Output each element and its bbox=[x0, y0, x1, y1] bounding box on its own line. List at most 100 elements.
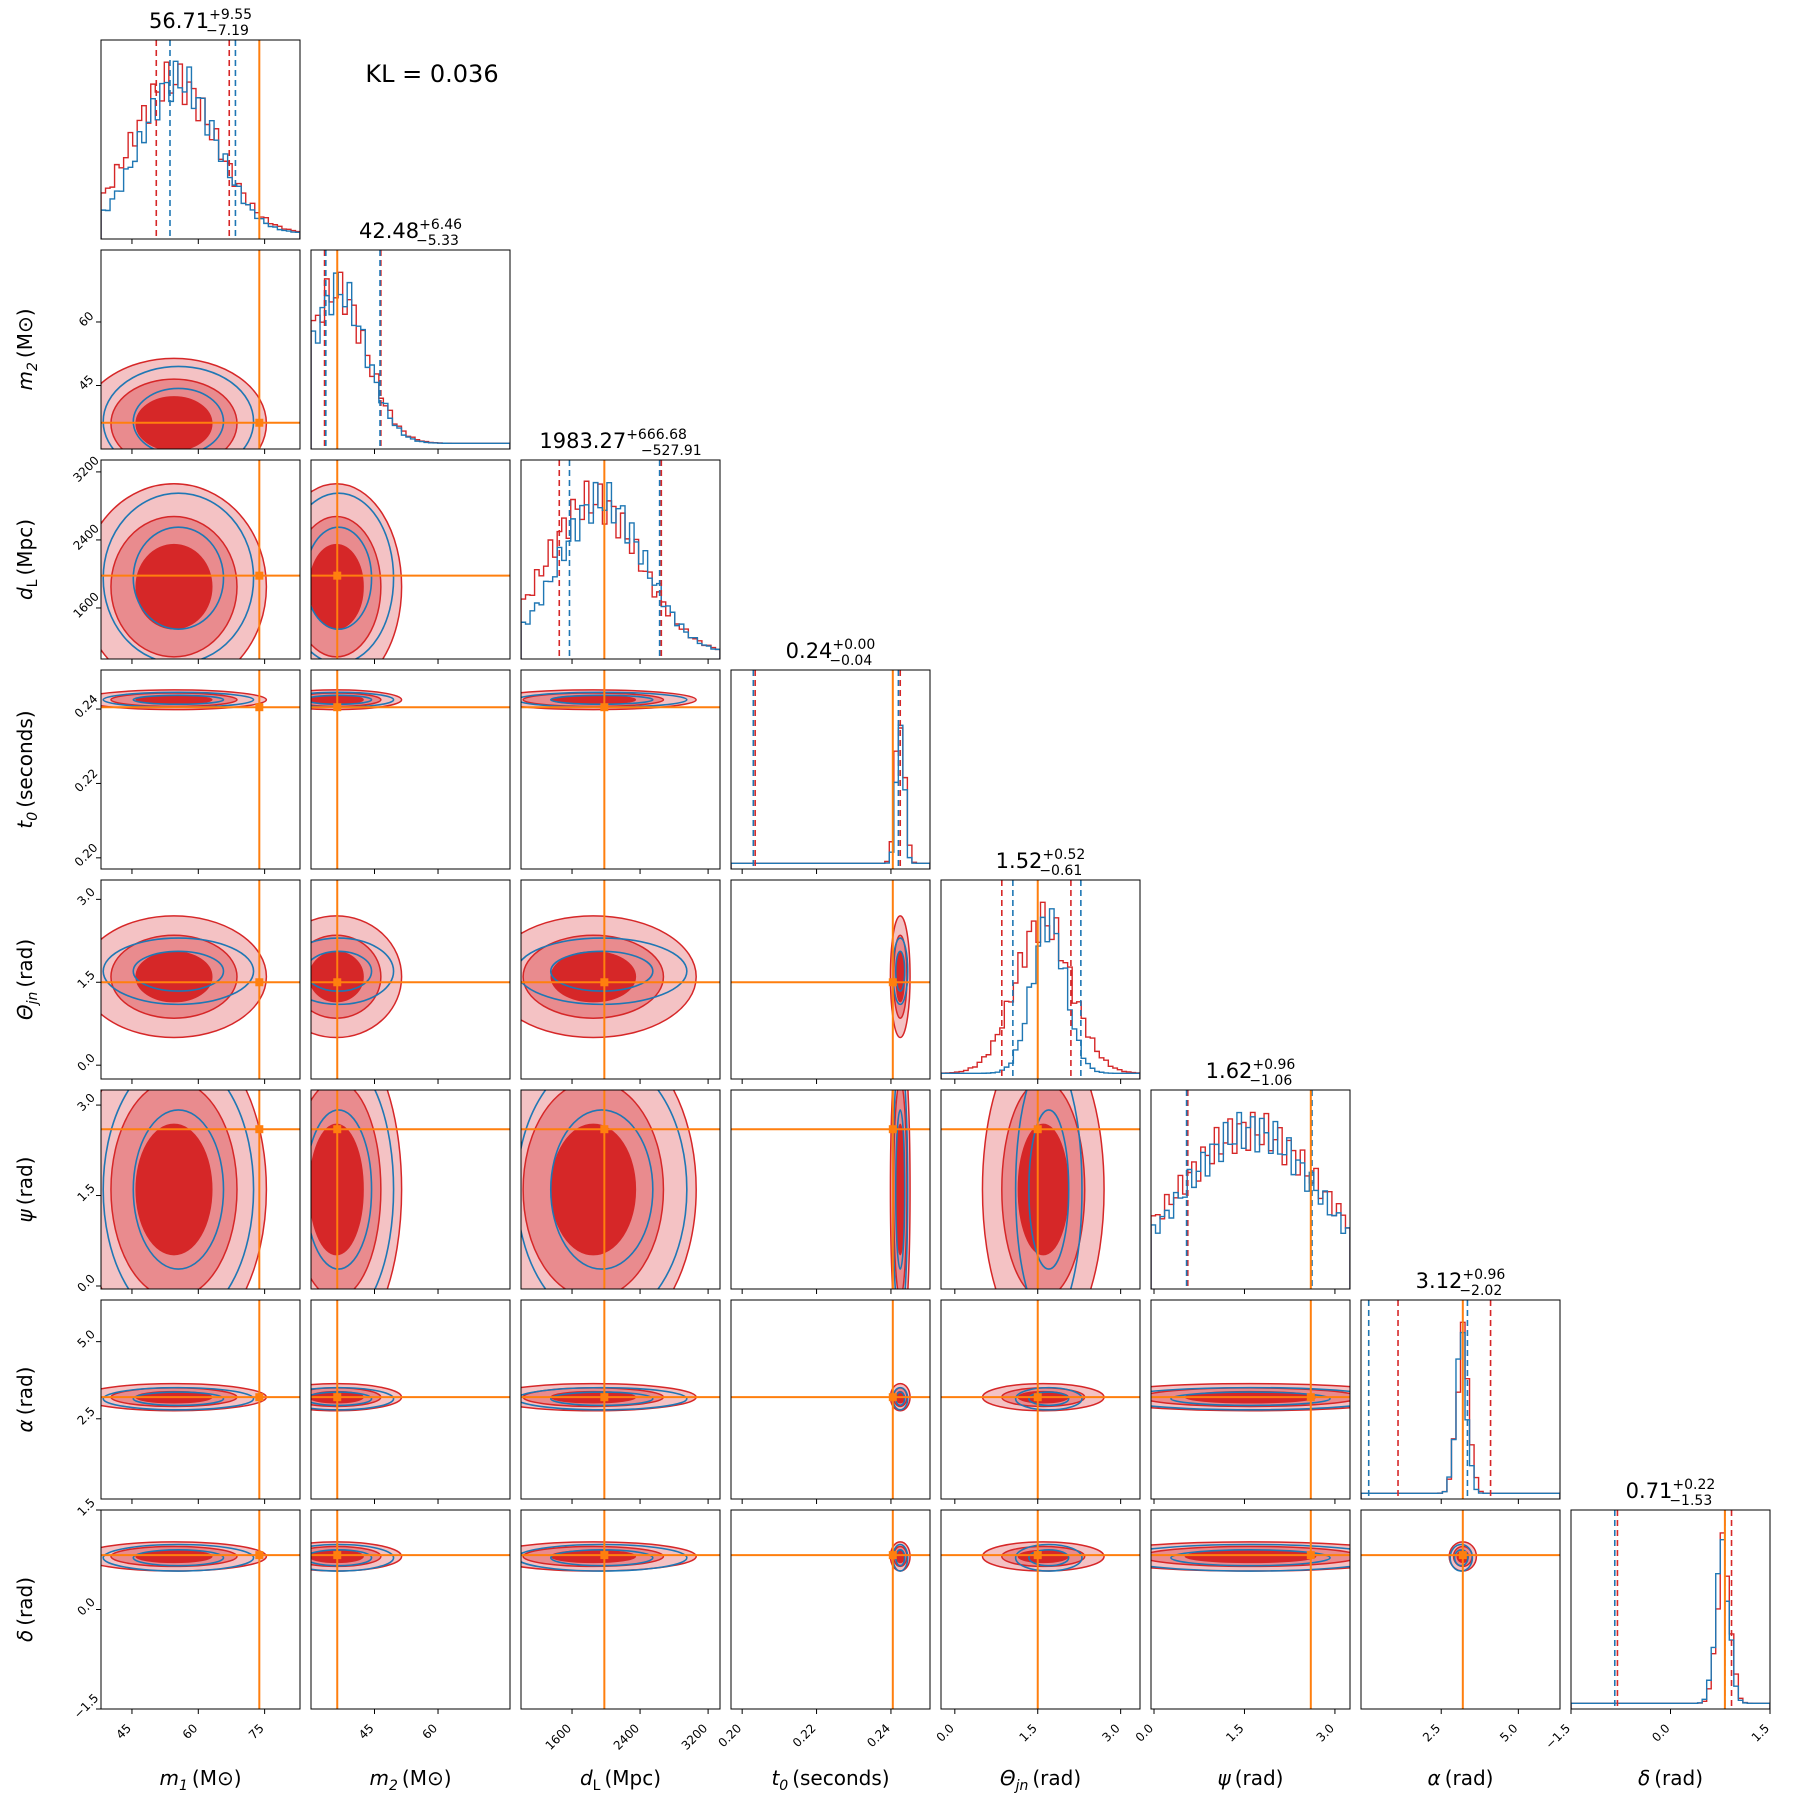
ytick-label-delta-2: 1.5 bbox=[74, 1495, 97, 1518]
xtick-label-m1-0: 45 bbox=[113, 1721, 134, 1742]
ylabel-dL: dL(Mpc) bbox=[13, 519, 41, 600]
histogram-b-m1 bbox=[101, 60, 300, 239]
contour-b-psi-m2-0 bbox=[374, 1090, 395, 1289]
contour-b-alpha-dL-0 bbox=[521, 1386, 688, 1411]
xlabel-t0: t0 (seconds) bbox=[771, 1766, 889, 1794]
panel-frame-delta-m1 bbox=[100, 1509, 301, 1710]
contour-b-psi-thetajn-1 bbox=[1028, 1109, 1070, 1270]
panel-frame-m2-m1 bbox=[100, 249, 301, 450]
ytick-label-delta-1: 0.0 bbox=[74, 1595, 97, 1618]
xtick-label-thetajn-0: 0.0 bbox=[934, 1721, 957, 1744]
truth-marker-delta-thetajn bbox=[1033, 1551, 1042, 1560]
xlabel-thetajn: Θjn (rad) bbox=[1000, 1766, 1081, 1794]
panel-frame-t0-m1 bbox=[100, 669, 301, 870]
histogram-b-dL bbox=[521, 481, 720, 659]
panel-frame-alpha-m1 bbox=[100, 1299, 301, 1500]
truth-marker-t0-m2 bbox=[333, 703, 342, 712]
ytick-label-thetajn-0: 0.0 bbox=[74, 1051, 97, 1074]
panel-frame-delta-thetajn bbox=[940, 1509, 1141, 1710]
xtick-label-m1-1: 60 bbox=[180, 1721, 201, 1742]
histogram-a-t0 bbox=[731, 727, 930, 869]
histogram-b-alpha bbox=[1361, 1331, 1560, 1499]
ylabel-alpha: α(rad) bbox=[13, 1367, 37, 1433]
panel-frame-alpha-thetajn bbox=[940, 1299, 1141, 1500]
histogram-b-t0 bbox=[731, 724, 930, 869]
ytick-label-alpha-1: 5.0 bbox=[74, 1327, 97, 1350]
xlabel-m2: m2 (M⊙) bbox=[369, 1766, 451, 1794]
histogram-a-delta bbox=[1571, 1532, 1770, 1709]
ylabel-m2: m2(M⊙) bbox=[13, 308, 41, 390]
xlabel-m1: m1 (M⊙) bbox=[159, 1766, 241, 1794]
ytick-label-m2-0: 45 bbox=[76, 372, 97, 393]
xtick-label-m1-2: 75 bbox=[246, 1721, 267, 1742]
panel-frame-alpha-dL bbox=[520, 1299, 721, 1500]
contour-b-alpha-psi-1 bbox=[1170, 1391, 1331, 1407]
truth-lines-layer bbox=[101, 40, 1726, 1709]
truth-marker-alpha-t0 bbox=[888, 1393, 897, 1402]
panel-frames-layer bbox=[96, 39, 1771, 1714]
histogram-a-m2 bbox=[311, 271, 510, 449]
panel-frame-alpha-t0 bbox=[730, 1299, 931, 1500]
ytick-label-psi-1: 1.5 bbox=[74, 1181, 97, 1204]
histogram-b-delta bbox=[1571, 1538, 1770, 1709]
xtick-label-t0-0: 0.20 bbox=[715, 1721, 744, 1750]
xtick-label-thetajn-2: 3.0 bbox=[1099, 1721, 1122, 1744]
contour-a-delta-thetajn-2 bbox=[1017, 1549, 1069, 1564]
truth-marker-psi-dL bbox=[600, 1125, 609, 1134]
panel-frame-delta-t0 bbox=[730, 1509, 931, 1710]
truth-marker-thetajn-m1 bbox=[255, 978, 264, 987]
contour-b-delta-psi-0 bbox=[1151, 1543, 1350, 1572]
contour-b-delta-alpha-0 bbox=[1449, 1543, 1474, 1572]
panel-frame-psi-m2 bbox=[310, 1089, 511, 1290]
panel-frame-m2-m2 bbox=[310, 249, 511, 450]
contour-a-psi-m1-2 bbox=[135, 1123, 213, 1256]
histogram-b-m2 bbox=[311, 272, 510, 449]
xtick-label-m2-0: 45 bbox=[356, 1721, 377, 1742]
contour-b-dL-m1-1 bbox=[132, 526, 225, 631]
contour-b-m2-m1-0 bbox=[102, 365, 255, 449]
panel-frame-thetajn-thetajn bbox=[940, 879, 1141, 1080]
truth-marker-delta-t0 bbox=[888, 1551, 897, 1560]
ytick-label-delta-0: −1.5 bbox=[71, 1691, 102, 1722]
contour-b-delta-m2-0 bbox=[311, 1543, 395, 1572]
xtick-label-t0-2: 0.24 bbox=[864, 1721, 893, 1750]
xlabel-psi: ψ (rad) bbox=[1218, 1766, 1284, 1790]
ylabel-psi: ψ(rad) bbox=[13, 1157, 37, 1223]
contour-b-dL-m2-0 bbox=[311, 492, 395, 659]
panel-frame-delta-dL bbox=[520, 1509, 721, 1710]
contour-b-thetajn-dL-1 bbox=[549, 950, 654, 992]
histogram-a-psi bbox=[1151, 1111, 1350, 1289]
contour-fills-layer bbox=[101, 357, 1478, 1572]
contour-b-alpha-thetajn-0 bbox=[1014, 1386, 1083, 1411]
contour-b-thetajn-m1-0 bbox=[102, 937, 255, 1006]
panel-frame-t0-t0 bbox=[730, 669, 931, 870]
histogram-b-psi bbox=[1151, 1111, 1350, 1289]
ytick-label-alpha-0: 2.5 bbox=[74, 1404, 97, 1427]
ytick-label-thetajn-2: 3.0 bbox=[74, 885, 97, 908]
xlabel-delta: δ (rad) bbox=[1638, 1766, 1703, 1790]
ytick-label-psi-0: 0.0 bbox=[74, 1271, 97, 1294]
panel-frame-psi-t0 bbox=[730, 1089, 931, 1290]
panel-frame-thetajn-dL bbox=[520, 879, 721, 1080]
truth-marker-alpha-dL bbox=[600, 1393, 609, 1402]
contour-b-thetajn-m2-1 bbox=[311, 950, 373, 992]
panel-frame-thetajn-m2 bbox=[310, 879, 511, 1080]
kl-annotation: KL = 0.036 bbox=[365, 60, 498, 88]
contour-b-psi-dL-1 bbox=[549, 1109, 654, 1270]
contour-a-thetajn-dL-2 bbox=[550, 951, 637, 1003]
contour-b-psi-m1-1 bbox=[132, 1109, 225, 1270]
contour-b-alpha-m1-0 bbox=[102, 1386, 255, 1411]
histogram-a-dL bbox=[521, 480, 720, 659]
panel-frame-psi-m1 bbox=[100, 1089, 301, 1290]
truth-marker-alpha-thetajn bbox=[1033, 1393, 1042, 1402]
title-dL: 1983.27+666.68 −527.91 bbox=[539, 427, 701, 459]
contour-b-delta-m2-1 bbox=[311, 1549, 373, 1567]
panel-frame-dL-m2 bbox=[310, 459, 511, 660]
truth-marker-alpha-psi bbox=[1306, 1393, 1315, 1402]
contour-b-psi-dL-0 bbox=[521, 1090, 688, 1289]
panel-frame-thetajn-t0 bbox=[730, 879, 931, 1080]
xtick-label-dL-0: 1600 bbox=[543, 1721, 574, 1752]
xtick-label-thetajn-1: 1.5 bbox=[1016, 1721, 1039, 1744]
ytick-label-t0-0: 0.20 bbox=[72, 841, 101, 870]
